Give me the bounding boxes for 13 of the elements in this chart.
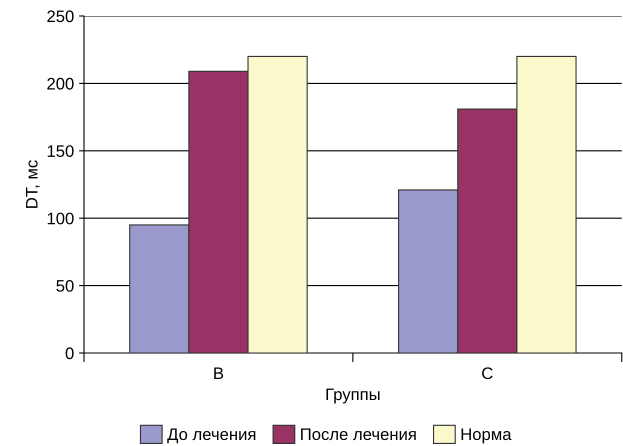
y-tick-label: 150 (48, 145, 74, 158)
x-tick-label: B (214, 368, 224, 379)
legend-label: До лечения (167, 428, 256, 444)
y-tick-label: 250 (47, 10, 74, 22)
y-axis-title: DT, мс (26, 160, 40, 208)
y-tick-label: 0 (66, 347, 74, 360)
legend-label: После лечения (301, 428, 416, 440)
y-tick-label: 50 (56, 280, 74, 292)
y-tick-label: 100 (48, 212, 74, 224)
x-tick-label: C (482, 367, 493, 380)
y-tick-label: 200 (47, 78, 74, 90)
x-axis-title: Группы (326, 388, 380, 404)
legend-label: Норма (462, 428, 512, 444)
